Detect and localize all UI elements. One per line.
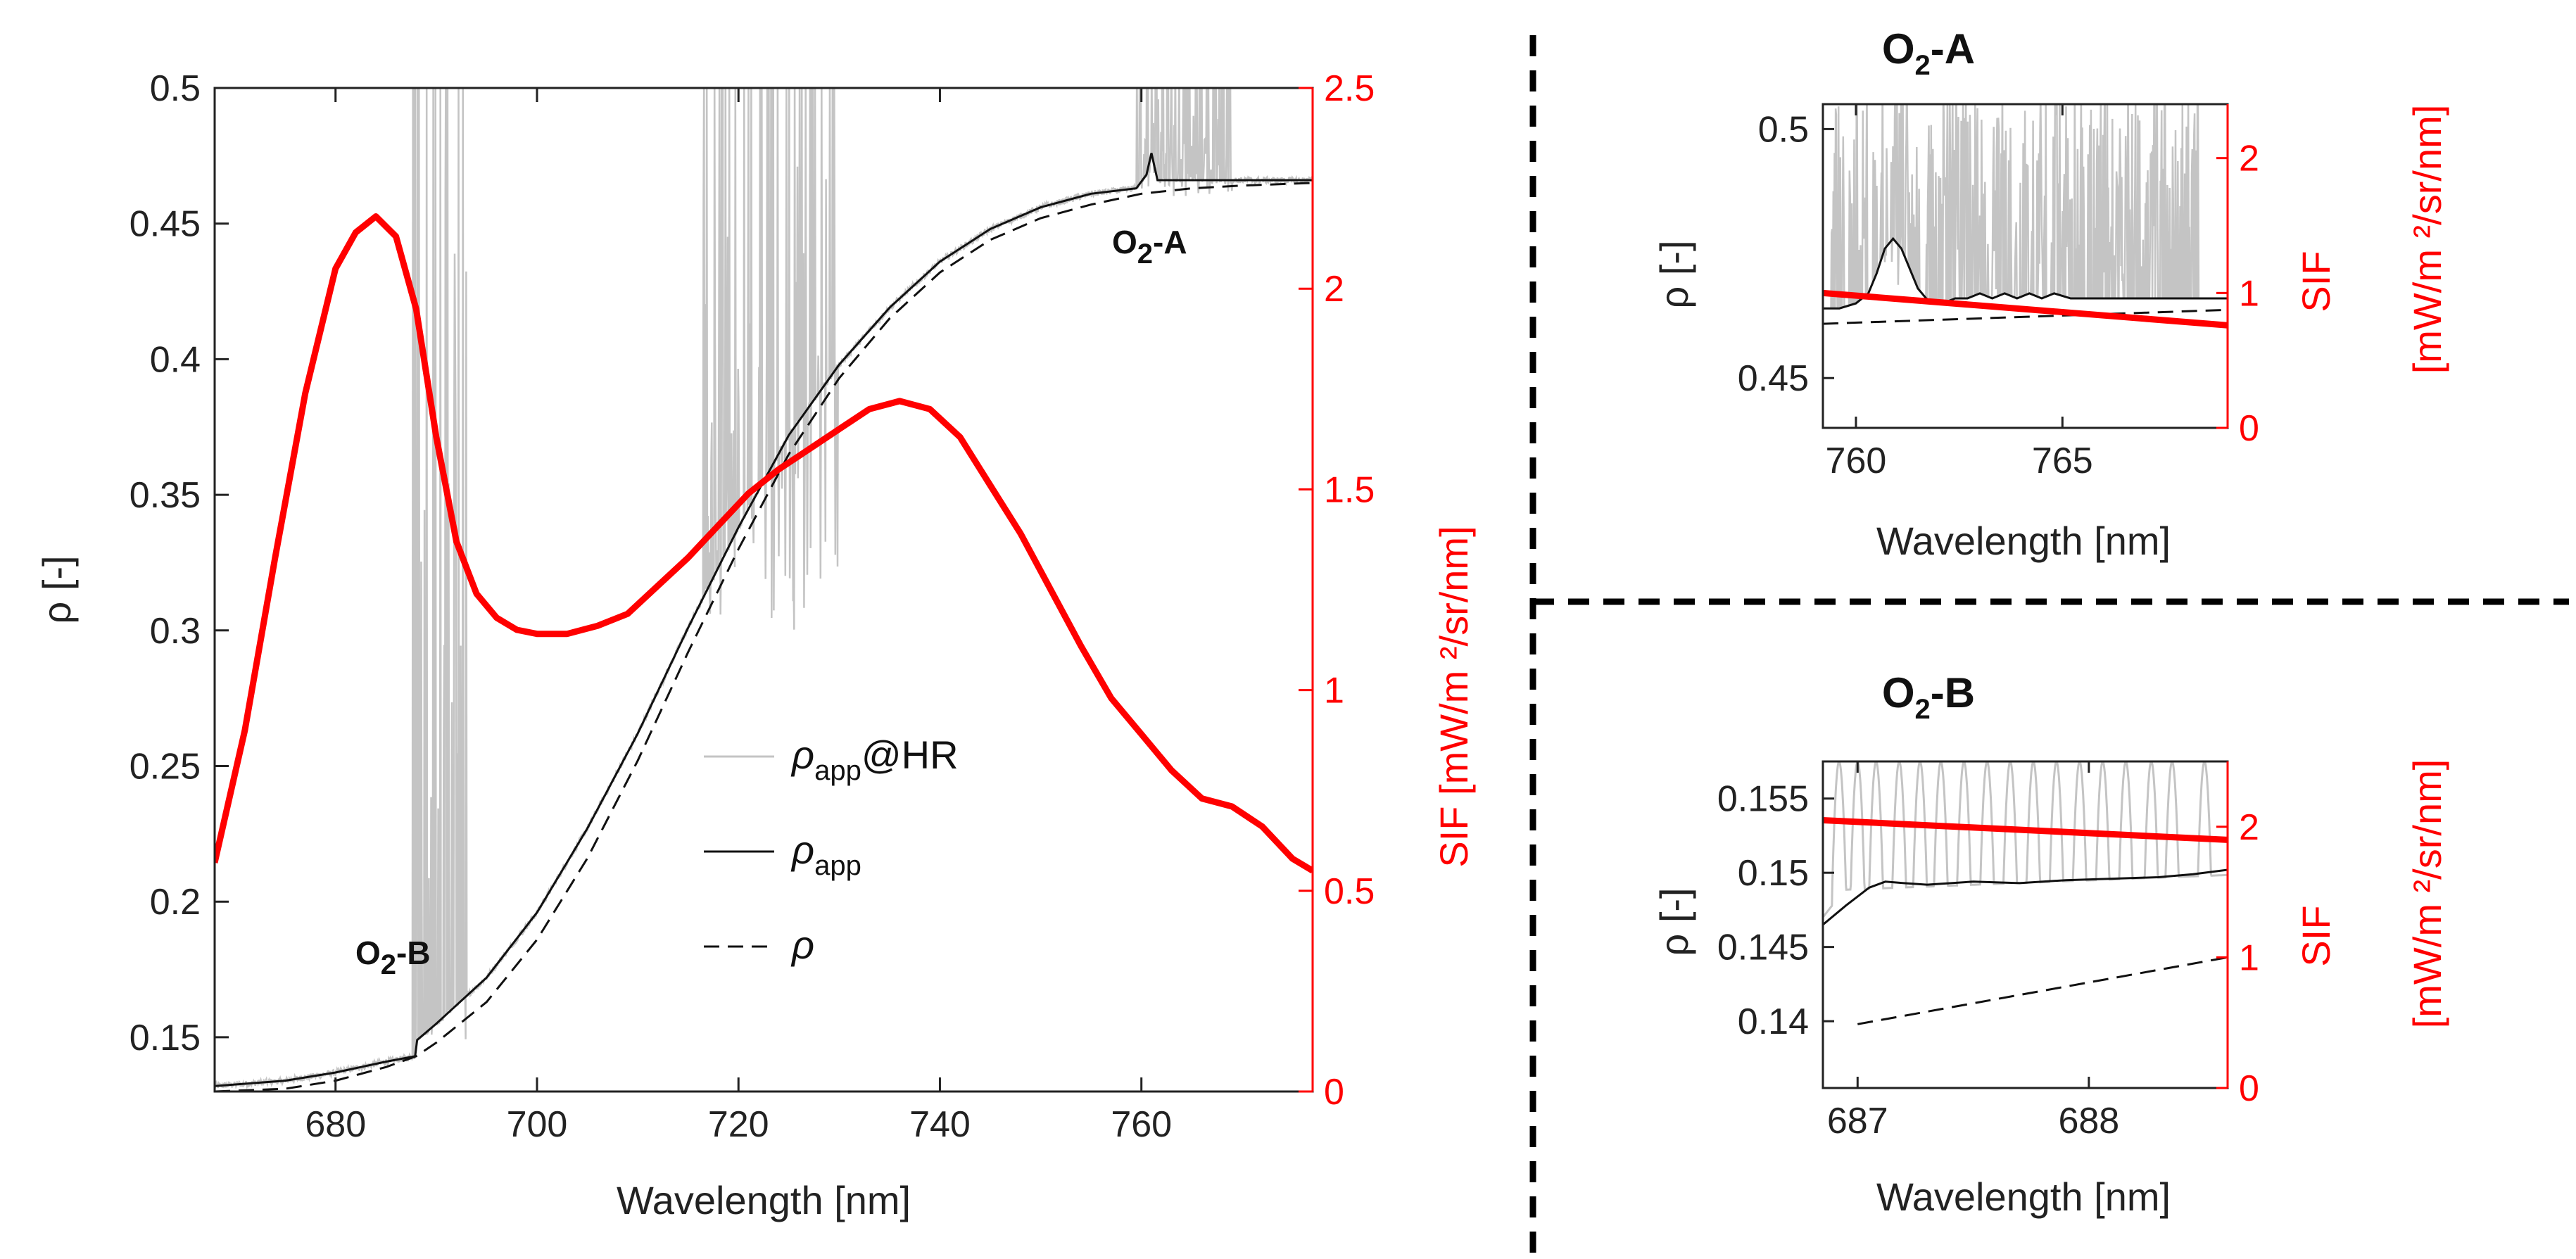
legend-label-rho: ρ — [790, 923, 814, 967]
o2a-y2tick-label-1: 1 — [2239, 273, 2259, 314]
o2b-xlabel: Wavelength [nm] — [1876, 1175, 2171, 1219]
main-series-rho-app — [215, 153, 1313, 1087]
legend-label-hr: ρapp@HR — [790, 733, 959, 786]
main-series-rho — [215, 182, 1313, 1092]
main-ytick-label-5: 0.4 — [150, 339, 201, 380]
o2b-panel: O2-B 687 688 0.14 0.145 0.15 0.155 0 1 2 Wavelen… — [1652, 669, 2449, 1219]
o2a-y2tick-label-0: 0 — [2239, 408, 2259, 449]
o2b-ytick-label-3: 0.155 — [1717, 779, 1809, 820]
o2a-series-rho-app-hr — [1823, 104, 2228, 310]
annotation-o2a: O2-A — [1112, 224, 1187, 270]
main-ytick-label-1: 0.2 — [150, 882, 201, 923]
o2a-xtick-label-0: 760 — [1826, 441, 1887, 481]
main-xtick-label-1: 700 — [507, 1104, 568, 1145]
main-legend: ρapp@HR ρapp ρ — [704, 733, 959, 967]
o2b-ytick-label-1: 0.145 — [1717, 928, 1809, 968]
o2b-y2label-2: [mW/m ²/sr/nm] — [2405, 759, 2449, 1029]
main-y2tick-label-2: 1 — [1324, 671, 1344, 711]
svg-text:O2-A: O2-A — [1112, 224, 1187, 270]
o2a-panel: O2-A 760 765 0.45 0.5 0 1 2 Wavelength [nm] ρ … — [1652, 25, 2449, 563]
o2a-y2label-2: [mW/m ²/sr/nm] — [2405, 105, 2449, 374]
main-ylabel: ρ [-] — [34, 555, 79, 624]
main-y2tick-label-3: 1.5 — [1324, 469, 1375, 510]
o2a-series-sif — [1823, 289, 2228, 329]
o2b-ticks: 687 688 0.14 0.145 0.15 0.155 0 1 2 — [1717, 761, 2259, 1141]
main-panel: 680 700 720 740 760 0.15 0.2 0.25 0.3 0.35 0.4 0.45… — [34, 68, 1476, 1222]
main-xtick-label-4: 760 — [1111, 1104, 1172, 1145]
main-y2tick-label-4: 2 — [1324, 269, 1344, 310]
o2a-xlabel: Wavelength [nm] — [1876, 519, 2171, 563]
main-series-sif — [215, 213, 1313, 874]
o2b-ylabel: ρ [-] — [1652, 887, 1696, 956]
main-ytick-label-4: 0.35 — [130, 475, 201, 516]
o2b-title: O2-B — [1882, 669, 1975, 725]
main-plot-area — [215, 88, 1313, 1092]
o2b-y2tick-label-2: 2 — [2239, 807, 2259, 848]
main-ytick-label-0: 0.15 — [130, 1018, 201, 1058]
o2a-y2tick-label-2: 2 — [2239, 139, 2259, 179]
o2a-ytick-label-0: 0.45 — [1738, 358, 1809, 399]
o2a-ytick-label-1: 0.5 — [1758, 109, 1809, 150]
o2b-y2label-1: SIF — [2294, 905, 2338, 966]
o2a-y2label-1: SIF — [2294, 251, 2338, 312]
annotation-o2b: O2-B — [355, 935, 431, 980]
o2b-y2tick-label-1: 1 — [2239, 937, 2259, 978]
main-ticks: 680 700 720 740 760 0.15 0.2 0.25 0.3 0.35 0.4 0.45… — [130, 68, 1375, 1145]
o2b-xtick-label-1: 688 — [2058, 1101, 2119, 1141]
main-ytick-label-2: 0.25 — [130, 747, 201, 787]
svg-text:O2-B: O2-B — [355, 935, 431, 980]
main-y2tick-label-0: 0 — [1324, 1072, 1344, 1113]
o2a-plot-area — [1823, 104, 2228, 329]
o2a-series-rho — [1823, 308, 2228, 325]
o2a-title: O2-A — [1882, 25, 1975, 81]
o2b-ytick-label-0: 0.14 — [1738, 1001, 1809, 1042]
main-ytick-label-6: 0.45 — [130, 204, 201, 245]
o2b-ytick-label-2: 0.15 — [1738, 853, 1809, 894]
main-xtick-label-2: 720 — [708, 1104, 769, 1145]
main-y2tick-label-5: 2.5 — [1324, 68, 1375, 109]
legend-label-app: ρapp — [790, 828, 861, 881]
main-xtick-label-3: 740 — [909, 1104, 971, 1145]
o2a-ylabel: ρ [-] — [1652, 240, 1696, 308]
o2b-y2tick-label-0: 0 — [2239, 1068, 2259, 1109]
main-y2label: SIF [mW/m ²/sr/nm] — [1432, 526, 1476, 867]
main-xlabel: Wavelength [nm] — [617, 1178, 911, 1222]
main-y2tick-label-1: 0.5 — [1324, 871, 1375, 912]
o2b-series-rho-app — [1823, 868, 2228, 926]
o2b-plot-area — [1823, 761, 2228, 1025]
o2a-ticks: 760 765 0.45 0.5 0 1 2 — [1738, 104, 2259, 481]
o2b-series-sif — [1823, 817, 2228, 843]
o2b-xtick-label-0: 687 — [1827, 1101, 1888, 1141]
main-ytick-label-3: 0.3 — [150, 611, 201, 652]
main-series-rho-app-hr — [215, 88, 1313, 1091]
main-xtick-label-0: 680 — [305, 1104, 366, 1145]
o2a-xtick-label-1: 765 — [2032, 441, 2093, 481]
o2b-series-rho — [1857, 956, 2228, 1025]
o2a-series-rho-app — [1823, 236, 2228, 310]
main-ytick-label-7: 0.5 — [150, 68, 201, 109]
